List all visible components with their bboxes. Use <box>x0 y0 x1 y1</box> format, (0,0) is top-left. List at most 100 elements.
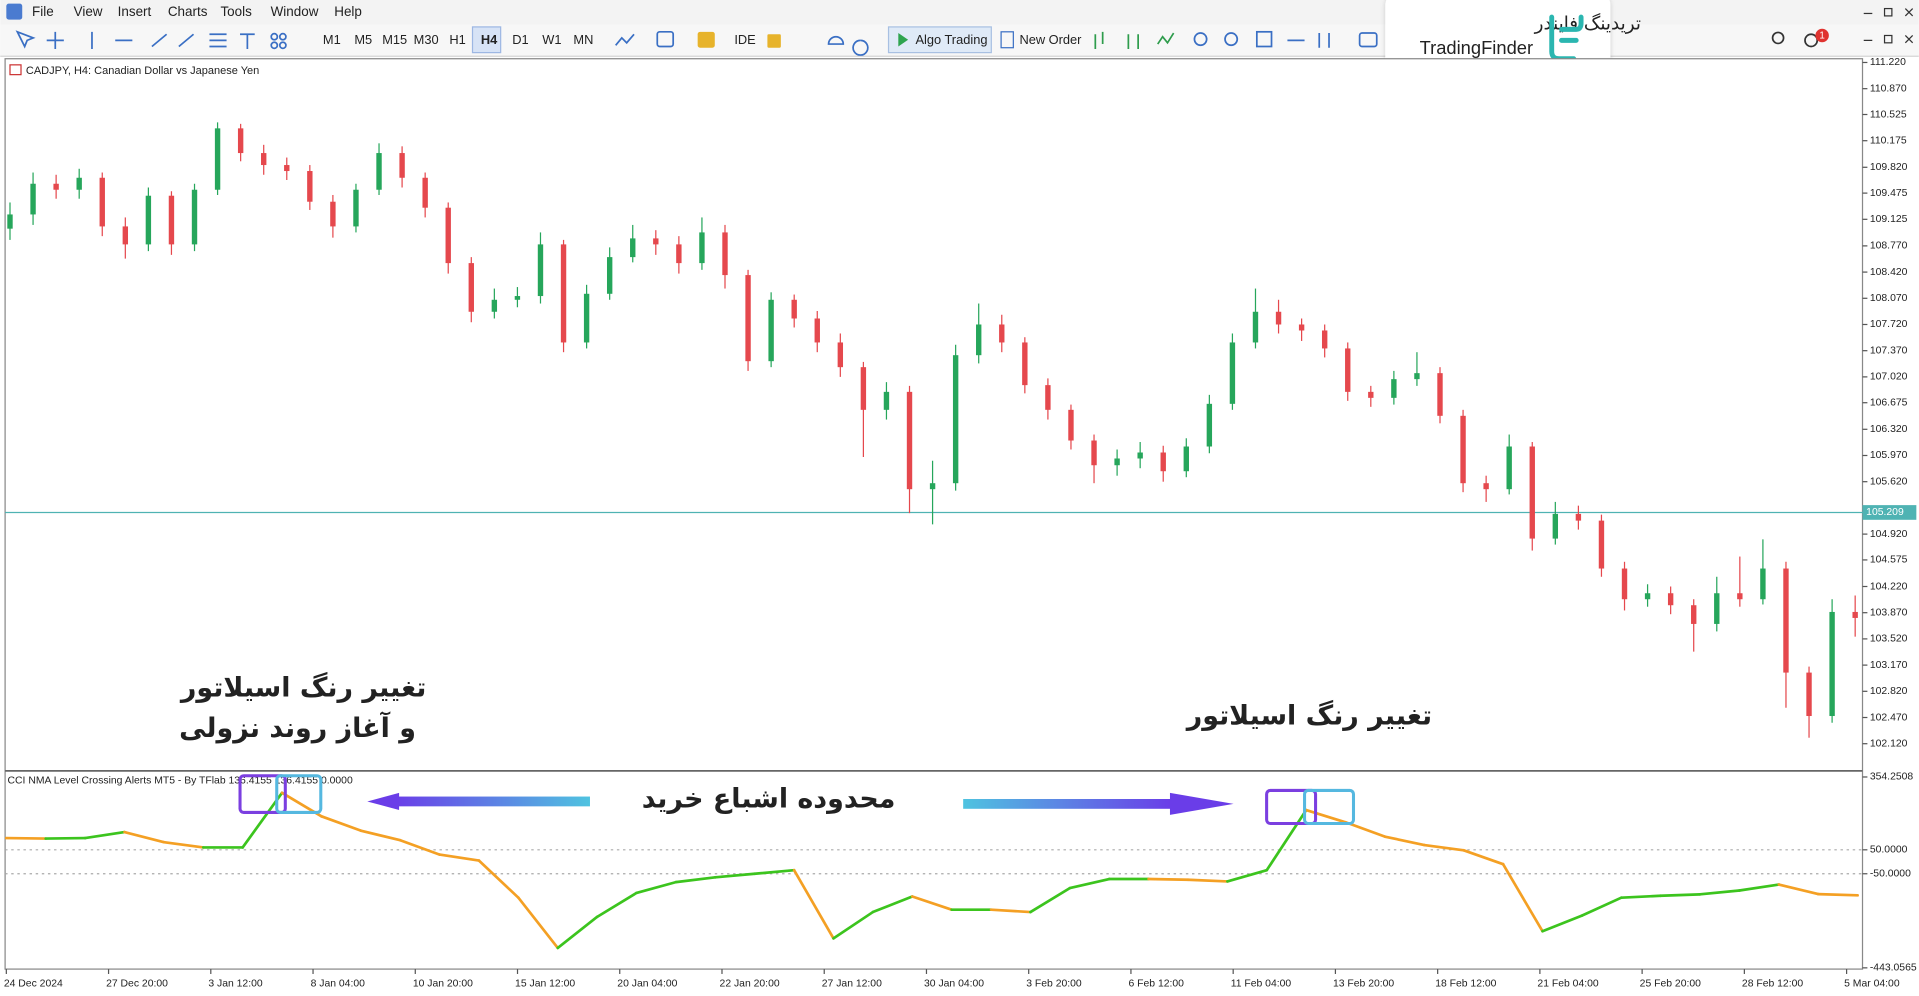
indicator-segment <box>1659 892 1702 898</box>
x-tick-label: 10 Jan 20:00 <box>413 979 473 990</box>
highlight-box-cyan <box>275 774 323 814</box>
menu-item[interactable]: Help <box>334 4 362 19</box>
screenshot-icon <box>1358 32 1378 48</box>
candle-body <box>261 153 267 166</box>
arrow-right-shaft <box>963 799 1172 809</box>
candle-body <box>583 293 590 343</box>
menu-item[interactable]: File <box>32 4 54 19</box>
candle-body <box>1368 391 1374 398</box>
timeframe-button[interactable]: M15 <box>382 32 407 47</box>
candle-body <box>1345 348 1351 392</box>
search-icon[interactable] <box>1771 31 1785 45</box>
candle-body <box>1275 311 1282 325</box>
candle-body <box>284 165 290 172</box>
y-tick-label: 111.220 <box>1870 57 1906 68</box>
play-icon <box>898 33 909 47</box>
candle-body <box>1068 409 1074 441</box>
candle-body <box>214 128 221 190</box>
y-tick-label: 109.820 <box>1870 162 1908 173</box>
menu-item[interactable]: Insert <box>118 4 152 19</box>
timeframe-button[interactable]: MN <box>573 32 593 47</box>
indicator-segment <box>1738 883 1781 892</box>
y-tick-label: 102.820 <box>1870 686 1908 697</box>
menu-item[interactable]: Tools <box>220 4 252 19</box>
candle-body <box>1252 311 1259 343</box>
grid-icon <box>1255 30 1273 48</box>
chart-restore[interactable] <box>1883 34 1893 44</box>
timeframe-button[interactable]: M1 <box>323 32 341 47</box>
indicator-segment <box>1777 883 1820 896</box>
scroll-icons <box>1287 33 1330 48</box>
candle-body <box>1414 373 1420 380</box>
timeframe-button[interactable]: M5 <box>354 32 372 47</box>
candle-body <box>76 177 82 190</box>
menu-item[interactable]: View <box>74 4 103 19</box>
timeframe-button[interactable]: H1 <box>449 32 465 47</box>
y-tick-label: 104.920 <box>1870 529 1908 540</box>
candle-body <box>168 195 175 245</box>
candle-body <box>722 232 728 276</box>
close[interactable] <box>1904 8 1914 17</box>
y-tick-label: 103.170 <box>1870 660 1908 671</box>
menu-item[interactable]: Charts <box>168 4 208 19</box>
indicator-segment <box>1619 894 1663 900</box>
ide-label[interactable]: IDE <box>734 32 755 47</box>
y-tick-label: 105.620 <box>1870 476 1908 487</box>
arrow-left-shaft <box>394 796 590 807</box>
y-tick-label: 103.520 <box>1870 634 1908 645</box>
x-tick-label: 28 Feb 12:00 <box>1742 979 1803 990</box>
indicator-segment <box>1068 877 1111 890</box>
y-tick-label: 108.770 <box>1870 241 1908 252</box>
indicator-segment <box>438 853 481 862</box>
notification-icon[interactable] <box>1804 33 1819 48</box>
cursor-icon <box>15 30 36 49</box>
restore[interactable] <box>1883 7 1893 17</box>
candle-body <box>606 257 613 294</box>
indicator-segment <box>1580 896 1623 917</box>
candle-body <box>1737 593 1743 600</box>
timeframe-button[interactable]: D1 <box>512 32 528 47</box>
y-tick-label: 110.525 <box>1870 109 1907 120</box>
indicator-segment <box>83 830 126 840</box>
indicator-segment <box>595 891 638 919</box>
chart-close[interactable] <box>1904 35 1914 44</box>
window-controls[interactable] <box>1863 7 1914 44</box>
indicator-segment <box>910 895 954 912</box>
x-tick-label: 24 Dec 2024 <box>4 979 63 990</box>
candle-body <box>30 183 36 215</box>
candle-body <box>330 201 336 227</box>
candle-body <box>1575 513 1582 521</box>
y-tick-label: 107.020 <box>1870 372 1908 383</box>
current-price-tag <box>1862 505 1917 520</box>
y-tick-label: 354.2508 <box>1870 772 1914 783</box>
x-tick-label: 3 Feb 20:00 <box>1026 979 1082 990</box>
indicator-segment <box>1383 835 1426 847</box>
shapes-icon <box>270 32 279 41</box>
algo-trading-label[interactable]: Algo Trading <box>915 32 987 47</box>
menu-item[interactable]: Window <box>271 4 319 19</box>
candle-body <box>491 299 498 312</box>
y-tick-label: 110.870 <box>1870 83 1907 94</box>
candle-body <box>1137 452 1143 459</box>
annotation-left-line2: و آغاز روند نزولی <box>179 711 416 744</box>
indicator-segment <box>556 915 599 950</box>
indicator-segment <box>1186 878 1229 883</box>
timeframe-button[interactable]: W1 <box>542 32 561 47</box>
chart-frame <box>4 58 1864 970</box>
symbol-icon <box>9 64 22 76</box>
y-tick-label: 107.370 <box>1870 345 1908 356</box>
candle-body <box>676 244 682 264</box>
candle-body <box>307 171 313 202</box>
indicator-segment <box>1816 892 1859 897</box>
indicator-segment <box>1462 848 1505 866</box>
indicator-segment <box>674 876 717 884</box>
new-order-label[interactable]: New Order <box>1019 32 1082 47</box>
candle-body <box>537 244 544 297</box>
candle-body <box>514 296 521 300</box>
indicator-segment <box>1422 843 1466 852</box>
candle-body <box>1114 458 1120 466</box>
indicator-segment <box>1147 877 1190 882</box>
arrow-left-head <box>367 792 400 811</box>
timeframe-button[interactable]: M30 <box>414 32 439 47</box>
timeframe-button[interactable]: H4 <box>481 32 498 47</box>
